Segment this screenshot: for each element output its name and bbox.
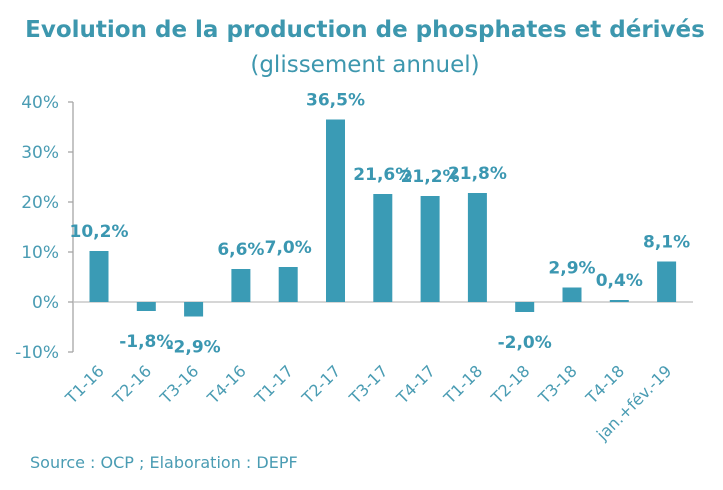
bar bbox=[562, 287, 582, 302]
y-tick-label: 40% bbox=[21, 93, 59, 113]
bar bbox=[657, 261, 677, 302]
bar bbox=[136, 302, 156, 311]
bar bbox=[326, 119, 345, 302]
data-label: 36,5% bbox=[306, 91, 365, 111]
data-label: 2,9% bbox=[548, 259, 595, 279]
data-label: 21,2% bbox=[401, 167, 460, 187]
data-label: -2,0% bbox=[498, 333, 552, 353]
data-label: 10,2% bbox=[70, 222, 129, 242]
x-tick-label: T2-17 bbox=[298, 361, 345, 408]
data-label: -2,9% bbox=[166, 338, 220, 358]
bar bbox=[231, 269, 251, 302]
source-note: Source : OCP ; Elaboration : DEPF bbox=[30, 453, 298, 472]
y-tick-label: -10% bbox=[15, 343, 59, 363]
bar bbox=[609, 300, 629, 302]
bar bbox=[515, 302, 535, 312]
data-label: 8,1% bbox=[643, 233, 690, 253]
x-tick-label: T3-18 bbox=[534, 361, 581, 408]
x-tick-label: T2-16 bbox=[108, 361, 155, 408]
data-label: 7,0% bbox=[265, 238, 312, 258]
x-tick-label: T1-18 bbox=[439, 361, 486, 408]
x-tick-label: T1-17 bbox=[250, 361, 297, 408]
x-tick-label: T4-17 bbox=[392, 361, 439, 408]
bar bbox=[467, 193, 487, 302]
y-tick-label: 10% bbox=[21, 243, 59, 263]
data-label: -1,8% bbox=[119, 332, 173, 352]
bar bbox=[373, 194, 393, 302]
x-tick-label: T3-17 bbox=[345, 361, 392, 408]
bar bbox=[278, 267, 298, 302]
data-label: 21,6% bbox=[353, 165, 412, 185]
chart-subtitle: (glissement annuel) bbox=[250, 52, 479, 78]
x-tick-label: T2-18 bbox=[487, 361, 534, 408]
bar bbox=[89, 251, 109, 302]
data-label: 6,6% bbox=[217, 240, 264, 260]
data-label: 0,4% bbox=[596, 271, 643, 291]
x-tick-label: T4-16 bbox=[203, 361, 250, 408]
bar bbox=[184, 302, 204, 317]
y-tick-label: 20% bbox=[21, 193, 59, 213]
chart-title: Evolution de la production de phosphates… bbox=[25, 17, 705, 43]
y-tick-label: 0% bbox=[32, 293, 59, 313]
x-tick-label: T3-16 bbox=[156, 361, 203, 408]
bar bbox=[420, 196, 440, 302]
y-tick-label: 30% bbox=[21, 143, 59, 163]
x-tick-label: T1-16 bbox=[61, 361, 108, 408]
data-label: 21,8% bbox=[448, 164, 507, 184]
